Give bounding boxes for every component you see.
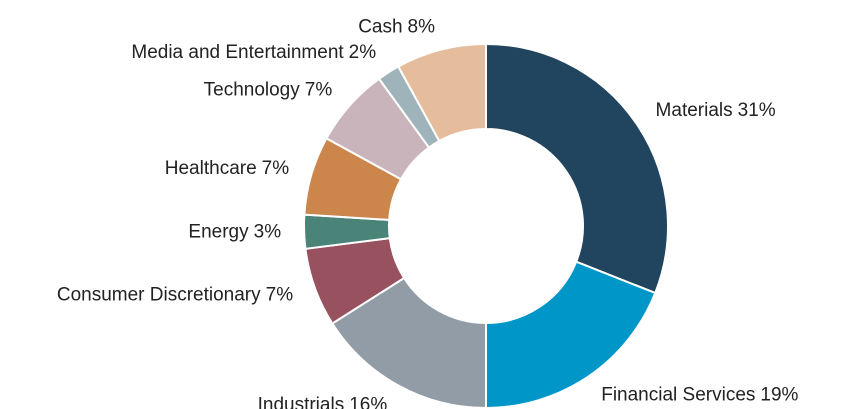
category-name: Energy — [188, 221, 249, 242]
slice-label: Industrials 16% — [258, 395, 388, 409]
category-name: Technology — [204, 79, 301, 100]
slice-label: Technology 7% — [204, 79, 333, 100]
value-label: 19% — [760, 385, 798, 406]
category-name: Materials — [656, 100, 733, 121]
slice-label: Energy 3% — [188, 221, 281, 242]
category-name: Financial Services — [601, 385, 755, 406]
slice-label: Materials 31% — [656, 100, 776, 121]
value-label: 7% — [305, 79, 333, 100]
value-label: 8% — [408, 16, 436, 37]
donut-slice — [485, 42, 669, 295]
category-name: Media and Entertainment — [131, 42, 344, 63]
value-label: 16% — [349, 395, 387, 409]
value-label: 7% — [262, 158, 290, 179]
category-name: Industrials — [258, 395, 345, 409]
slice-label: Financial Services 19% — [601, 385, 798, 406]
value-label: 3% — [254, 221, 282, 242]
category-name: Cash — [358, 16, 402, 37]
value-label: 31% — [738, 100, 776, 121]
slice-label: Cash 8% — [358, 16, 435, 37]
category-name: Consumer Discretionary — [57, 284, 261, 305]
donut-slice — [485, 260, 657, 409]
value-label: 7% — [266, 284, 294, 305]
category-name: Healthcare — [165, 158, 257, 179]
slice-label: Consumer Discretionary 7% — [57, 284, 293, 305]
donut-slice — [330, 276, 487, 409]
slice-label: Healthcare 7% — [165, 158, 289, 179]
value-label: 2% — [349, 42, 377, 63]
donut-slice — [396, 42, 487, 143]
slice-label: Media and Entertainment 2% — [131, 42, 376, 63]
